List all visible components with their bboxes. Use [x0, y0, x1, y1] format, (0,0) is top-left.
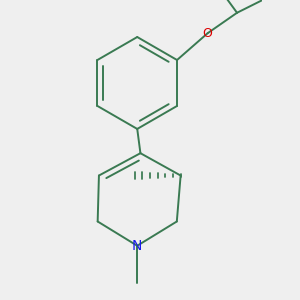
Text: N: N — [132, 239, 142, 253]
Text: O: O — [203, 27, 213, 40]
